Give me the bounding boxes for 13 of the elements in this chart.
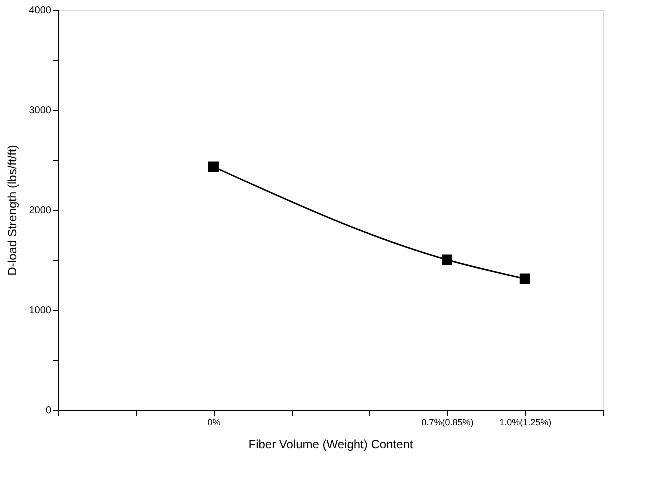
x-tick-label: 0% [208, 418, 221, 428]
y-tick-label: 2000 [29, 206, 52, 216]
point [520, 274, 530, 284]
y-tick-label: 4000 [29, 6, 52, 16]
y-axis-title: D-load Strength (lbs/ft/ft) [5, 145, 20, 276]
y-tick-label: 1000 [29, 306, 52, 316]
x-axis-title: Fiber Volume (Weight) Content [248, 438, 414, 452]
y-tick-label: 3000 [29, 106, 52, 116]
y-tick-label: 0 [46, 406, 52, 416]
x-tick-label: 0.7%(0.85%) [422, 418, 474, 428]
x-tick-label: 1.0%(1.25%) [500, 418, 552, 428]
point [208, 162, 219, 172]
point [442, 254, 453, 266]
